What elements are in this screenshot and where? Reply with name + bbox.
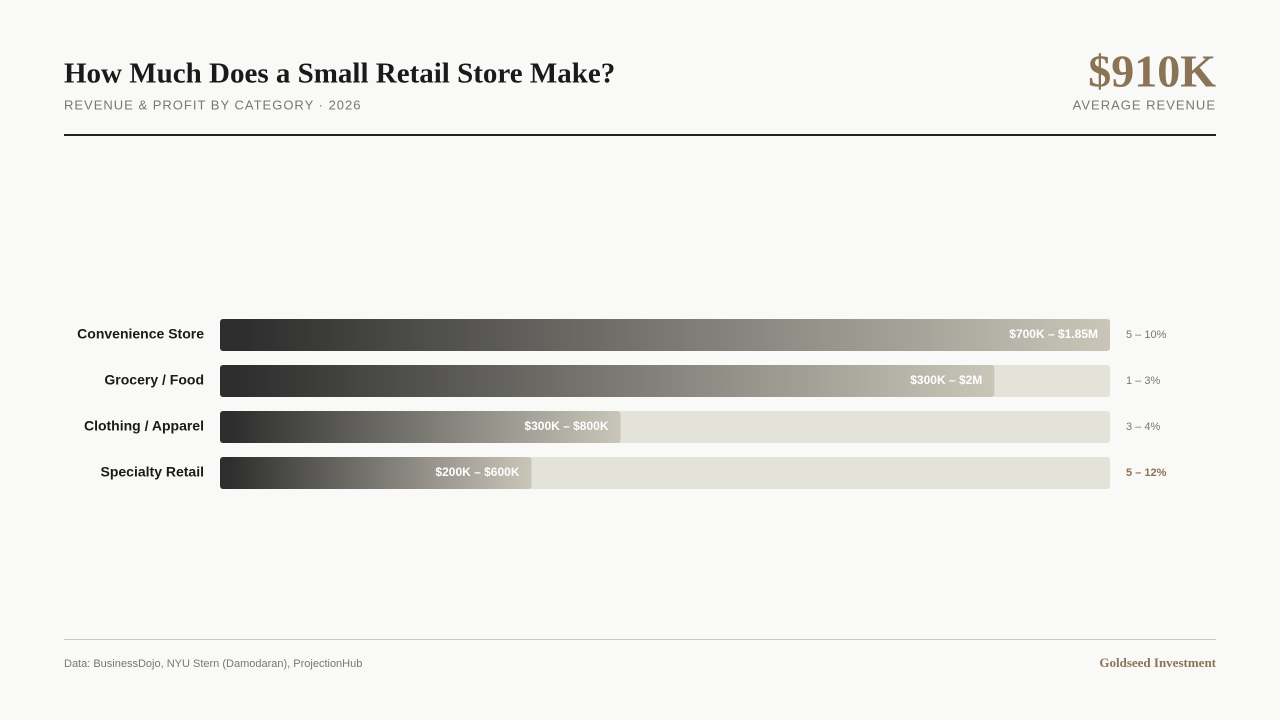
chart: Convenience Store $700K – $1.85M 5 – 10% Gr… (77, 319, 1167, 489)
range-label: $700K – $1.85M (1009, 327, 1098, 341)
category-label: Grocery / Food (104, 372, 204, 388)
bar (220, 457, 532, 489)
range-label: $200K – $600K (435, 465, 519, 479)
margin-label: 5 – 10% (1126, 329, 1167, 341)
bar (220, 411, 621, 443)
range-label: $300K – $800K (524, 419, 608, 433)
brand: Goldseed Investment (1099, 655, 1216, 670)
title: How Much Does a Small Retail Store Make? (64, 58, 615, 90)
category-label: Specialty Retail (101, 464, 205, 480)
range-label: $300K – $2M (910, 373, 982, 387)
category-label: Convenience Store (77, 326, 204, 342)
margin-label: 5 – 12% (1126, 467, 1167, 479)
source: Data: BusinessDojo, NYU Stern (Damodaran… (64, 658, 362, 670)
subtitle: REVENUE & PROFIT BY CATEGORY · 2026 (64, 97, 362, 112)
bar (220, 319, 1110, 351)
stat: $910K (1088, 46, 1216, 97)
category-label: Clothing / Apparel (84, 418, 204, 434)
bar (220, 365, 995, 397)
margin-label: 1 – 3% (1126, 375, 1160, 387)
margin-label: 3 – 4% (1126, 421, 1160, 433)
stat-label: AVERAGE REVENUE (1073, 97, 1216, 112)
